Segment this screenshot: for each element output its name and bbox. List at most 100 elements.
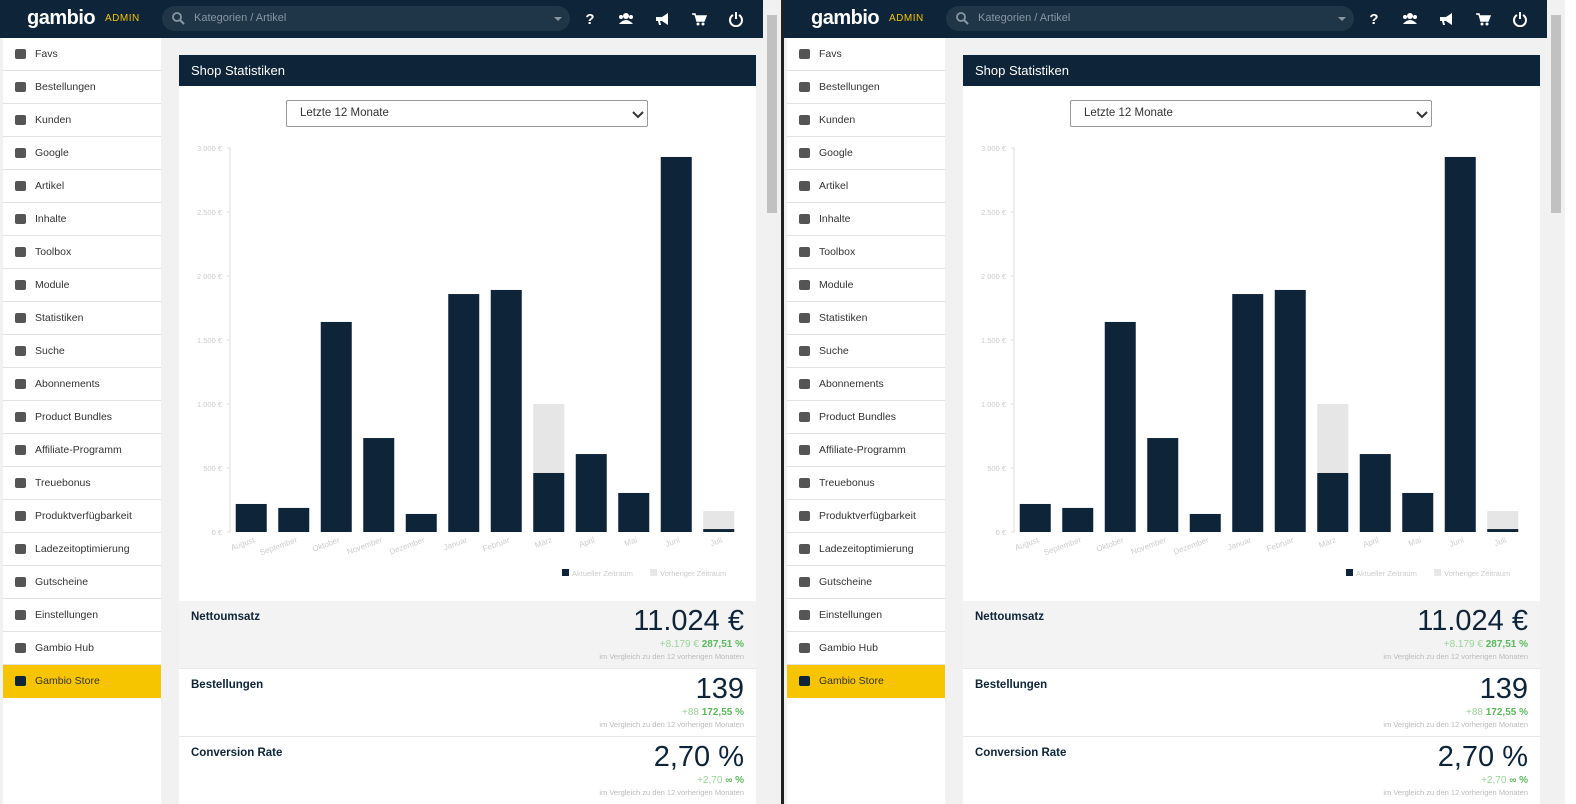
menu-icon xyxy=(799,82,810,92)
menu-item[interactable]: Einstellungen xyxy=(3,599,161,632)
menu-item[interactable]: Kunden xyxy=(3,104,161,137)
menu-icon xyxy=(799,643,810,653)
period-select[interactable]: Letzte 12 Monate xyxy=(286,100,648,127)
menu-item[interactable]: Module xyxy=(3,269,161,302)
menu-item[interactable]: Gambio Store xyxy=(3,665,161,698)
icon xyxy=(15,610,26,620)
menu-item[interactable]: Kunden xyxy=(787,104,945,137)
menu-icon xyxy=(799,577,810,587)
y-tick-label: 2.000 € xyxy=(197,272,223,281)
icon xyxy=(15,478,26,488)
menu-item[interactable]: Module xyxy=(787,269,945,302)
menu-item[interactable]: Ladezeitoptimierung xyxy=(3,533,161,566)
browser-pane: gambio ADMIN Kategorien / Artikel? Favs Best… xyxy=(784,0,1565,804)
stat-change-abs: +2,70 xyxy=(1481,775,1507,786)
menu-item[interactable]: Bestellungen xyxy=(787,71,945,104)
menu-item[interactable]: Affiliate-Programm xyxy=(3,434,161,467)
stat-row: Bestellungen 139 +88 172,55 % im Vergleich … xyxy=(963,669,1540,737)
menu-item[interactable]: Google xyxy=(3,137,161,170)
stat-change-pct: 172,55 % xyxy=(1485,707,1528,718)
period-select[interactable]: Letzte 12 Monate xyxy=(1070,100,1432,127)
menu-item[interactable]: Gutscheine xyxy=(787,566,945,599)
stat-note: im Vergleich zu den 12 vorherigen Monate… xyxy=(1383,652,1528,661)
icon xyxy=(15,643,26,653)
menu-item[interactable]: Abonnements xyxy=(3,368,161,401)
x-tick-label: November xyxy=(1130,535,1168,556)
menu-item[interactable]: Suche xyxy=(787,335,945,368)
menu-item[interactable]: Treuebonus xyxy=(787,467,945,500)
icon[interactable]: ? xyxy=(582,11,598,27)
menu-item[interactable]: Inhalte xyxy=(787,203,945,236)
menu-item[interactable]: Abonnements xyxy=(787,368,945,401)
stat-change-pct: 287,51 % xyxy=(701,639,744,650)
menu-item[interactable]: Ladezeitoptimierung xyxy=(787,533,945,566)
icon xyxy=(15,346,26,356)
menu-icon xyxy=(15,148,26,158)
icon[interactable] xyxy=(1438,11,1454,27)
menu-item[interactable]: Favs xyxy=(787,38,945,71)
stat-change-pct: 172,55 % xyxy=(701,707,744,718)
icon[interactable] xyxy=(1512,11,1528,27)
menu-item[interactable]: Statistiken xyxy=(787,302,945,335)
icon xyxy=(15,544,26,554)
menu-label: Google xyxy=(35,147,69,159)
menu-item[interactable]: Gambio Hub xyxy=(3,632,161,665)
menu-item[interactable]: Suche xyxy=(3,335,161,368)
y-tick-label: 2.000 € xyxy=(981,272,1007,281)
menu-item[interactable]: Product Bundles xyxy=(3,401,161,434)
bar xyxy=(1359,454,1391,532)
scroll-thumb[interactable] xyxy=(1551,15,1561,213)
browser-pane: gambio ADMIN Kategorien / Artikel? Favs Best… xyxy=(0,0,781,804)
menu-item[interactable]: Produktverfügbarkeit xyxy=(787,500,945,533)
bar xyxy=(1444,156,1476,532)
menu-item[interactable]: Treuebonus xyxy=(3,467,161,500)
icon[interactable] xyxy=(1402,11,1418,27)
icon xyxy=(15,445,26,455)
menu-item[interactable]: Product Bundles xyxy=(787,401,945,434)
menu-item[interactable]: Statistiken xyxy=(3,302,161,335)
menu-item[interactable]: Favs xyxy=(3,38,161,71)
bar xyxy=(1317,472,1349,532)
icon[interactable] xyxy=(728,11,744,27)
y-tick-label: 500 € xyxy=(203,464,223,473)
icon xyxy=(799,643,810,653)
menu-item[interactable]: Gambio Hub xyxy=(787,632,945,665)
menu-item[interactable]: Google xyxy=(787,137,945,170)
menu-item[interactable]: Artikel xyxy=(787,170,945,203)
menu-item[interactable]: Einstellungen xyxy=(787,599,945,632)
icon xyxy=(799,214,810,224)
menu-item[interactable]: Toolbox xyxy=(787,236,945,269)
menu-item[interactable]: Produktverfügbarkeit xyxy=(3,500,161,533)
icon[interactable] xyxy=(654,11,670,27)
menu-item[interactable]: Gambio Store xyxy=(787,665,945,698)
icon xyxy=(15,49,26,59)
icon[interactable] xyxy=(691,11,707,27)
menu-label: Artikel xyxy=(819,180,849,192)
icon xyxy=(799,346,810,356)
menu-item[interactable]: Gutscheine xyxy=(3,566,161,599)
icon xyxy=(799,610,810,620)
menu-label: Gambio Hub xyxy=(819,642,878,654)
icon[interactable] xyxy=(1475,11,1491,27)
scrollbar[interactable] xyxy=(764,0,780,804)
icon[interactable] xyxy=(618,11,634,27)
menu-label: Google xyxy=(819,147,853,159)
stat-row: Bestellungen 139 +88 172,55 % im Vergleich … xyxy=(179,669,756,737)
bar xyxy=(1487,529,1519,532)
scroll-thumb[interactable] xyxy=(767,15,777,213)
menu-item[interactable]: Affiliate-Programm xyxy=(787,434,945,467)
select-value: Letzte 12 Monate xyxy=(300,107,389,119)
menu-label: Kunden xyxy=(35,114,72,126)
search-box[interactable]: Kategorien / Artikel xyxy=(162,6,570,31)
stat-value: 2,70 % xyxy=(653,741,744,773)
search-box[interactable]: Kategorien / Artikel xyxy=(946,6,1354,31)
menu-item[interactable]: Bestellungen xyxy=(3,71,161,104)
menu-item[interactable]: Toolbox xyxy=(3,236,161,269)
select-caret xyxy=(1416,111,1428,119)
icon[interactable]: ? xyxy=(1366,11,1382,27)
menu-icon xyxy=(799,445,810,455)
menu-item[interactable]: Artikel xyxy=(3,170,161,203)
menu-item[interactable]: Inhalte xyxy=(3,203,161,236)
scrollbar[interactable] xyxy=(1548,0,1564,804)
